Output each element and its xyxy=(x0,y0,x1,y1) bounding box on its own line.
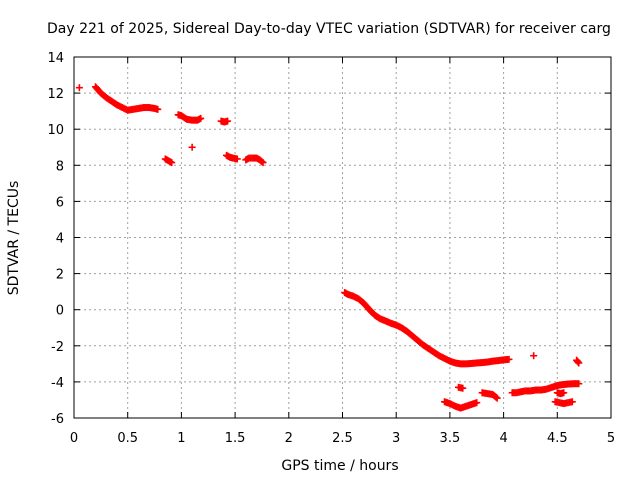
y-tick-label: 8 xyxy=(56,159,64,174)
data-point xyxy=(568,398,576,406)
data-point xyxy=(259,159,267,167)
data-point xyxy=(530,352,538,360)
data-point xyxy=(473,399,481,407)
x-tick-label: 2 xyxy=(285,431,293,446)
y-tick-label: 2 xyxy=(56,268,64,283)
data-point xyxy=(197,114,205,122)
data-point xyxy=(233,155,241,163)
x-tick-label: 3.5 xyxy=(440,431,461,446)
x-tick-label: 0.5 xyxy=(117,431,138,446)
y-tick-label: 14 xyxy=(47,51,64,66)
chart-title: Day 221 of 2025, Sidereal Day-to-day VTE… xyxy=(47,21,611,37)
data-points xyxy=(75,83,583,412)
x-tick-label: 5 xyxy=(607,431,615,446)
data-point xyxy=(154,105,162,113)
y-tick-label: 12 xyxy=(47,87,64,102)
data-point xyxy=(493,394,501,402)
axis-ticks: 0 0.5 1 1.5 2 2.5 3 3.5 4 4.5 5 -6 -4 -2 0 2 4 6 8 10 12 14 xyxy=(47,51,615,446)
y-axis-label: SDTVAR / TECUs xyxy=(6,181,22,296)
x-tick-label: 4.5 xyxy=(547,431,568,446)
x-tick-label: 1 xyxy=(177,431,185,446)
data-point xyxy=(224,117,232,125)
x-tick-label: 2.5 xyxy=(332,431,353,446)
x-tick-label: 0 xyxy=(70,431,78,446)
data-point xyxy=(188,143,196,151)
x-tick-label: 3 xyxy=(392,431,400,446)
x-tick-label: 4 xyxy=(499,431,507,446)
data-point xyxy=(575,380,583,388)
data-point xyxy=(258,158,266,166)
y-tick-label: 4 xyxy=(56,232,64,247)
y-tick-label: 6 xyxy=(56,195,64,210)
data-point xyxy=(575,359,583,367)
data-point xyxy=(505,355,513,363)
y-tick-label: -4 xyxy=(51,376,64,391)
y-tick-label: 0 xyxy=(56,304,64,319)
data-point xyxy=(492,393,500,401)
y-tick-label: -2 xyxy=(51,340,64,355)
data-point xyxy=(459,384,467,392)
x-tick-label: 1.5 xyxy=(225,431,246,446)
x-axis-label: GPS time / hours xyxy=(281,458,398,474)
data-point xyxy=(75,84,83,92)
y-tick-label: -6 xyxy=(51,412,64,427)
data-point xyxy=(560,389,568,397)
y-tick-label: 10 xyxy=(47,123,64,138)
data-point xyxy=(168,159,176,167)
